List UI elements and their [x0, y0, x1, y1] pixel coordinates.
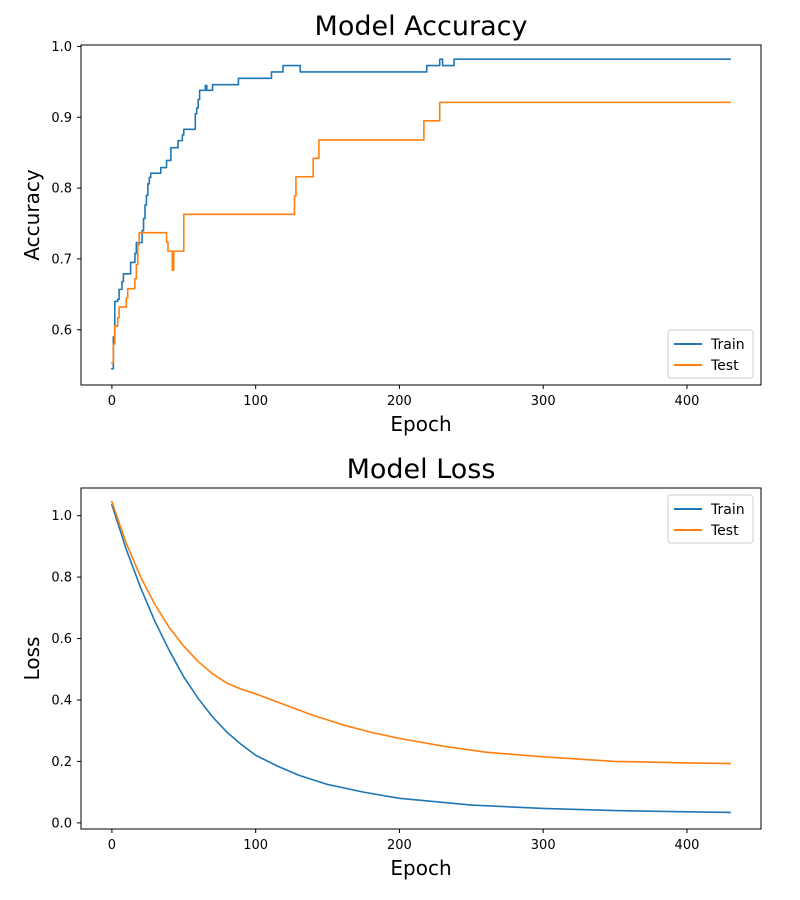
y-tick-label: 0.2 [51, 755, 72, 770]
legend-label-test: Test [710, 358, 739, 374]
x-tick-label: 0 [108, 394, 116, 409]
y-tick-label: 0.6 [51, 323, 72, 338]
x-tick-label: 0 [108, 838, 116, 853]
plot-frame [80, 487, 762, 830]
series-line-test [111, 101, 731, 364]
y-tick-label: 0.8 [51, 571, 72, 586]
x-tick-label: 400 [675, 394, 700, 409]
x-tick-label: 300 [531, 394, 556, 409]
y-tick-label: 1.0 [51, 509, 72, 524]
y-tick-label: 0.0 [51, 816, 72, 831]
chart-2: 0 100 200 300 400 0.0 0.2 0.4 0.6 0.8 1.0 Model Los… [20, 454, 762, 880]
series-line-train [111, 58, 731, 370]
series-line-train [110, 503, 731, 814]
x-tick-label: 100 [243, 838, 268, 853]
chart-title: Model Loss [347, 454, 496, 485]
plot-frame [80, 44, 762, 386]
legend: Train Test [667, 329, 754, 379]
x-tick-label: 300 [531, 838, 556, 853]
y-tick-label: 1.0 [51, 40, 72, 55]
chart-title: Model Accuracy [315, 11, 528, 42]
legend-label-test: Test [710, 523, 739, 539]
x-tick-label: 100 [243, 394, 268, 409]
legend-label-train: Train [710, 502, 745, 518]
x-axis-label: Epoch [390, 856, 451, 880]
legend-label-train: Train [710, 337, 745, 353]
x-tick-label: 200 [387, 394, 412, 409]
y-tick-label: 0.9 [51, 111, 72, 126]
y-tick-label: 0.8 [51, 182, 72, 197]
chart-1: 0 100 200 300 400 0.6 0.7 0.8 0.9 1.0 Model Accura… [20, 11, 762, 436]
x-tick-label: 200 [387, 838, 412, 853]
y-tick-label: 0.6 [51, 632, 72, 647]
y-axis-label: Accuracy [20, 169, 44, 260]
x-axis-label: Epoch [390, 412, 451, 436]
y-axis-label: Loss [20, 637, 44, 681]
x-tick-label: 400 [675, 838, 700, 853]
legend: Train Test [667, 494, 754, 544]
y-tick-label: 0.7 [51, 252, 72, 267]
y-tick-label: 0.4 [51, 693, 72, 708]
series-line-test [110, 500, 731, 765]
